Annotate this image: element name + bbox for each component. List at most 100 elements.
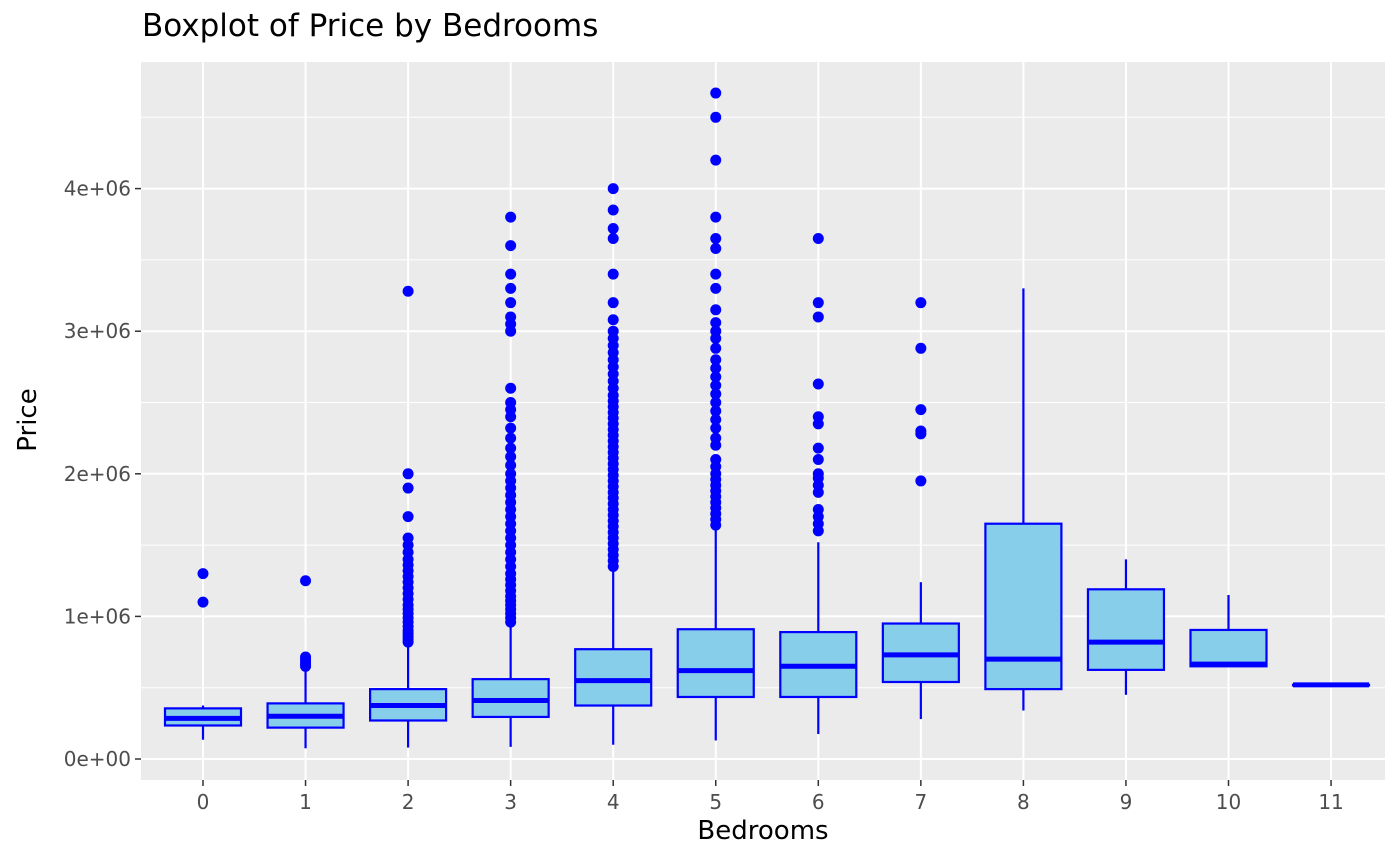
- outlier-point: [915, 342, 927, 354]
- outlier-point: [607, 183, 619, 195]
- outlier-point: [812, 378, 824, 390]
- outlier-point: [505, 297, 517, 309]
- x-tick-label: 3: [504, 790, 517, 814]
- outlier-point: [710, 422, 722, 434]
- y-tick-label: 1e+06: [64, 604, 131, 628]
- outlier-point: [505, 311, 517, 323]
- x-tick-label: 1: [299, 790, 312, 814]
- x-tick-label: 10: [1216, 790, 1241, 814]
- box-rect: [676, 628, 755, 699]
- x-tick-label: 2: [402, 790, 415, 814]
- x-tick-label: 5: [709, 790, 722, 814]
- y-axis-label: Price: [13, 388, 43, 452]
- outlier-point: [710, 268, 722, 280]
- box-rect: [574, 648, 653, 707]
- box-1: [266, 575, 345, 749]
- outlier-point: [505, 282, 517, 294]
- outlier-point: [402, 285, 414, 297]
- outlier-point: [710, 282, 722, 294]
- outlier-point: [812, 297, 824, 309]
- x-tick-label: 11: [1318, 790, 1343, 814]
- outlier-point: [505, 397, 517, 408]
- outlier-point: [402, 532, 414, 544]
- outlier-point: [812, 468, 824, 480]
- box-2: [369, 285, 448, 748]
- outlier-point: [710, 371, 722, 383]
- box-10: [1189, 595, 1268, 668]
- outlier-point: [197, 568, 209, 580]
- x-tick-label: 0: [197, 790, 210, 814]
- outlier-point: [505, 468, 517, 480]
- x-tick-label: 4: [607, 790, 620, 814]
- outlier-point: [607, 314, 619, 326]
- outlier-point: [300, 651, 312, 663]
- box-7: [881, 297, 960, 720]
- outlier-point: [915, 425, 927, 437]
- outlier-point: [607, 233, 619, 245]
- x-tick-label: 6: [812, 790, 825, 814]
- box-5: [676, 87, 755, 741]
- x-tick-label: 7: [914, 790, 927, 814]
- outlier-point: [607, 268, 619, 280]
- y-axis: 0e+00 1e+06 2e+06 3e+06 4e+06: [64, 177, 141, 771]
- y-tick-label: 0e+00: [64, 747, 131, 771]
- x-axis-label: Bedrooms: [697, 816, 829, 846]
- outlier-point: [710, 154, 722, 166]
- outlier-point: [505, 268, 517, 280]
- outlier-point: [505, 240, 517, 252]
- outlier-point: [710, 304, 722, 316]
- outlier-point: [710, 354, 722, 366]
- box-rect: [984, 522, 1063, 691]
- outlier-point: [505, 451, 517, 463]
- box-8: [984, 288, 1063, 711]
- outlier-point: [710, 87, 722, 99]
- outlier-point: [812, 311, 824, 323]
- outlier-point: [710, 111, 722, 123]
- box-rect: [1189, 628, 1268, 668]
- outlier-point: [505, 432, 517, 444]
- outlier-point: [607, 223, 619, 235]
- outlier-point: [607, 204, 619, 216]
- x-tick-label: 9: [1120, 790, 1133, 814]
- box-3: [471, 211, 550, 747]
- outlier-point: [915, 475, 927, 487]
- outlier-point: [710, 379, 722, 391]
- y-tick-label: 4e+06: [64, 177, 131, 201]
- outlier-point: [710, 388, 722, 400]
- box-6: [779, 233, 858, 735]
- outlier-point: [710, 432, 722, 444]
- outlier-point: [710, 242, 722, 254]
- outlier-point: [812, 454, 824, 466]
- chart-title: Boxplot of Price by Bedrooms: [142, 8, 599, 44]
- outlier-point: [505, 382, 517, 394]
- outlier-point: [710, 405, 722, 417]
- outlier-point: [402, 511, 414, 523]
- outlier-point: [300, 575, 312, 587]
- minor-grid: [141, 116, 1385, 689]
- outlier-point: [710, 317, 722, 329]
- plot-panel: [141, 62, 1385, 780]
- box-4: [574, 183, 653, 745]
- outlier-point: [710, 362, 722, 374]
- box-11: [1291, 682, 1371, 688]
- box-rect: [1086, 588, 1166, 671]
- y-tick-label: 3e+06: [64, 319, 131, 343]
- outlier-point: [812, 503, 824, 515]
- box-9: [1086, 559, 1166, 695]
- outlier-point: [402, 468, 414, 480]
- outlier-point: [505, 442, 517, 454]
- outlier-point: [710, 414, 722, 426]
- outlier-point: [915, 297, 927, 309]
- box-layer: [163, 87, 1371, 749]
- y-tick-label: 2e+06: [64, 462, 131, 486]
- outlier-point: [505, 422, 517, 434]
- outlier-point: [710, 233, 722, 245]
- outlier-point: [710, 397, 722, 408]
- outlier-point: [710, 211, 722, 223]
- outlier-point: [915, 404, 927, 416]
- outlier-point: [607, 297, 619, 309]
- outlier-point: [197, 596, 209, 608]
- outlier-point: [710, 342, 722, 354]
- outlier-point: [710, 325, 722, 337]
